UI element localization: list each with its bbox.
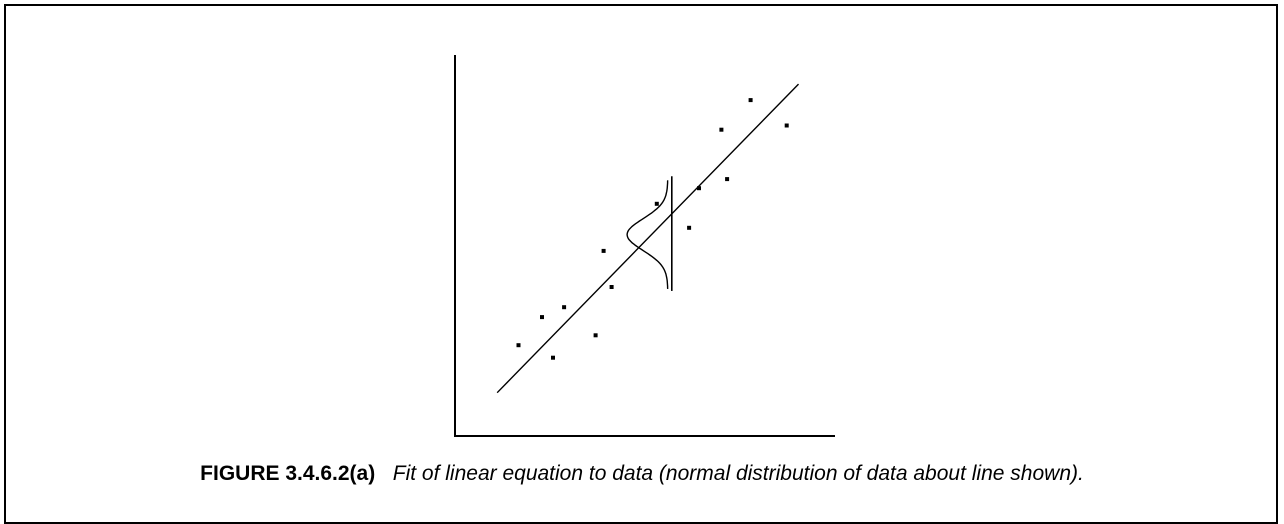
figure-label: FIGURE 3.4.6.2(a) bbox=[200, 462, 376, 485]
data-point-6 bbox=[601, 248, 606, 253]
data-point-13 bbox=[748, 98, 753, 103]
figure-caption: FIGURE 3.4.6.2(a) Fit of linear equation… bbox=[0, 462, 1284, 486]
data-point-12 bbox=[725, 177, 730, 182]
figure-caption-text: Fit of linear equation to data (normal d… bbox=[392, 462, 1084, 485]
data-point-1 bbox=[516, 343, 521, 348]
scatter-plot bbox=[454, 55, 835, 437]
data-point-2 bbox=[540, 315, 544, 320]
data-point-14 bbox=[784, 123, 789, 128]
data-point-7 bbox=[609, 285, 614, 289]
data-point-10 bbox=[697, 186, 701, 191]
data-point-9 bbox=[687, 225, 692, 230]
data-point-5 bbox=[593, 333, 598, 338]
fit-line bbox=[496, 83, 800, 394]
data-point-3 bbox=[551, 355, 555, 360]
normal-distribution-curve bbox=[626, 180, 669, 289]
data-points bbox=[516, 98, 789, 360]
data-point-11 bbox=[719, 127, 724, 132]
data-point-4 bbox=[562, 305, 567, 310]
data-point-8 bbox=[654, 201, 659, 206]
